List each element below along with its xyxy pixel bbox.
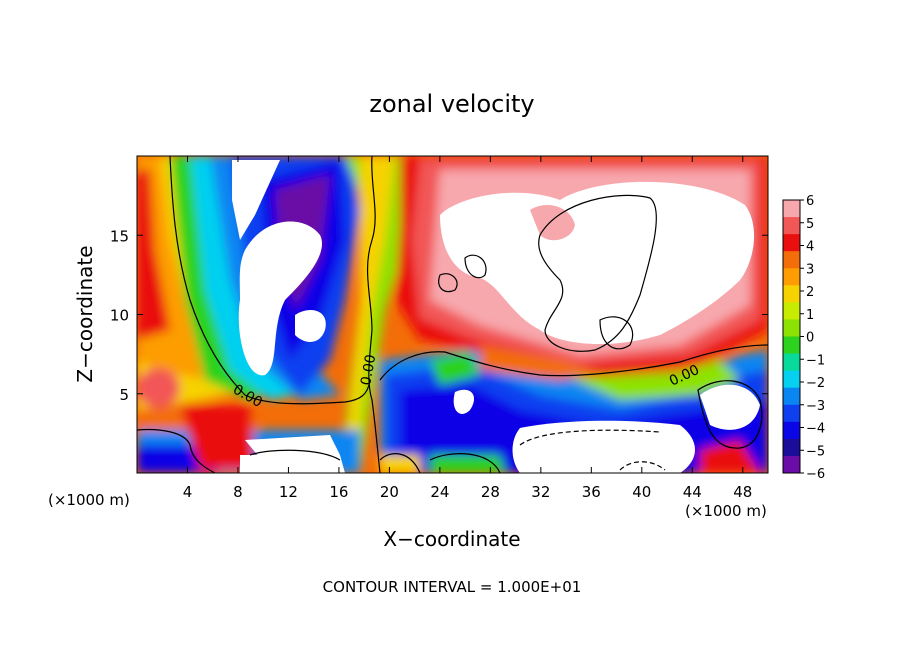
x-tick-label: 44 [683,483,702,501]
x-tick-label: 40 [632,483,651,501]
colorbar-tick-label: −2 [806,376,825,391]
colorbar-swatch [783,319,800,337]
y-tick-label: 5 [119,386,129,404]
x-unit-left: (×1000 m) [48,491,130,509]
colorbar-swatch [783,353,800,372]
colorbar-swatch [783,234,800,252]
colorbar-swatch [783,387,800,406]
colorbar-tick-label: −3 [806,399,825,414]
y-tick-label: 15 [110,227,129,245]
x-tick-label: 28 [481,483,500,501]
colorbar-swatch [783,336,800,355]
contour-interval-note: CONTOUR INTERVAL = 1.000E+01 [323,578,582,596]
colorbar-tick-label: 1 [806,308,814,323]
x-unit-right: (×1000 m) [685,502,767,520]
colorbar-swatch [783,302,800,320]
x-axis: 4 8 12 16 20 24 28 32 36 40 44 48 [183,156,752,501]
x-tick-label: 24 [430,483,449,501]
colorbar-swatch [783,421,800,440]
x-tick-label: 20 [380,483,399,501]
chart-title: zonal velocity [369,90,534,118]
colorbar: 6 5 4 3 2 1 0 −1 −2 −3 −4 −5 −6 [782,194,825,482]
colorbar-tick-label: −4 [806,422,825,437]
x-tick-label: 4 [183,483,193,501]
colorbar-swatch [783,268,800,286]
contour-label-2: 0.00 [358,353,379,386]
y-tick-label: 10 [110,307,129,325]
colorbar-swatch [783,217,800,235]
x-tick-label: 32 [531,483,550,501]
colorbar-tick-label: 3 [806,262,814,277]
x-tick-label: 12 [279,483,298,501]
colorbar-swatch [783,455,800,474]
y-axis: 5 10 15 [110,227,768,404]
colorbar-swatch [783,370,800,389]
colorbar-swatch [783,285,800,303]
colorbar-tick-label: −5 [806,444,825,459]
colorbar-swatch [783,200,800,218]
heatmap-field: 0.00 0.00 0.00 [137,156,768,473]
colorbar-tick-label: 5 [806,217,814,232]
colorbar-tick-label: 6 [806,194,814,209]
colorbar-tick-label: −1 [806,353,825,368]
x-tick-label: 8 [233,483,243,501]
colorbar-swatch [783,438,800,457]
x-tick-label: 16 [329,483,348,501]
colorbar-tick-label: 4 [806,240,814,255]
colorbar-swatch [783,404,800,423]
x-axis-label: X−coordinate [383,527,520,551]
colorbar-tick-label: 0 [806,331,814,346]
x-tick-label: 48 [733,483,752,501]
x-tick-label: 36 [582,483,601,501]
colorbar-tick-label: 2 [806,285,814,300]
y-axis-label: Z−coordinate [73,245,97,382]
colorbar-swatch [783,251,800,269]
colorbar-tick-label: −6 [806,467,825,482]
